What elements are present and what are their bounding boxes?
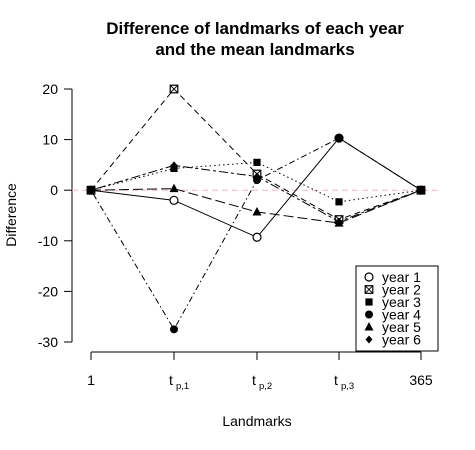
chart-title-line-2: and the mean landmarks <box>155 40 354 59</box>
series-line-5 <box>90 188 422 224</box>
series-6-point <box>87 186 95 195</box>
x-tick-label-subscript: p,1 <box>176 381 189 392</box>
series-1-point <box>169 195 179 205</box>
series-2-point <box>169 84 179 94</box>
series-6-point <box>417 186 425 195</box>
legend-entry: year 4 <box>382 307 421 323</box>
legend-marker <box>364 272 374 282</box>
series-3-point <box>335 198 343 206</box>
legend-marker <box>364 322 374 331</box>
x-tick-label: t <box>252 372 256 388</box>
chart-title-line-1: Difference of landmarks of each year <box>106 19 404 38</box>
x-tick-label: t <box>169 372 173 388</box>
series-6-point <box>335 217 343 226</box>
series-4-point <box>170 325 178 334</box>
x-tick-label: 365 <box>409 372 433 388</box>
legend-entry: year 6 <box>382 332 421 348</box>
legend-entry: year 2 <box>382 282 421 298</box>
legend-marker <box>365 310 373 319</box>
series-line-2 <box>90 88 422 221</box>
x-axis-label: Landmarks <box>222 413 291 429</box>
series-5-point <box>169 183 179 193</box>
y-tick-label: -10 <box>38 233 58 249</box>
legend-marker <box>365 335 373 344</box>
y-tick-label: 20 <box>42 81 58 97</box>
y-tick-label: 10 <box>42 132 58 148</box>
x-tick-label-subscript: p,2 <box>259 381 272 392</box>
series-line-1 <box>90 137 422 238</box>
y-axis-label: Difference <box>3 183 19 247</box>
series-1-point <box>252 232 262 242</box>
series-4-point <box>335 134 343 143</box>
legend-marker <box>364 285 374 294</box>
series-6-point <box>253 172 261 181</box>
x-tick-label: 1 <box>87 372 95 388</box>
y-tick-label: -20 <box>38 283 58 299</box>
series-3-point <box>253 158 261 166</box>
legend-entry: year 1 <box>382 269 421 285</box>
x-tick-label-subscript: p,3 <box>341 381 354 392</box>
series-6-point <box>170 161 178 170</box>
x-tick-label: t <box>334 372 338 388</box>
y-tick-label: 0 <box>50 182 58 198</box>
legend-marker <box>365 298 373 306</box>
y-tick-label: -30 <box>38 334 58 350</box>
legend-entry: year 3 <box>382 294 421 310</box>
series-5-point <box>252 206 262 216</box>
legend-entry: year 5 <box>382 319 421 335</box>
